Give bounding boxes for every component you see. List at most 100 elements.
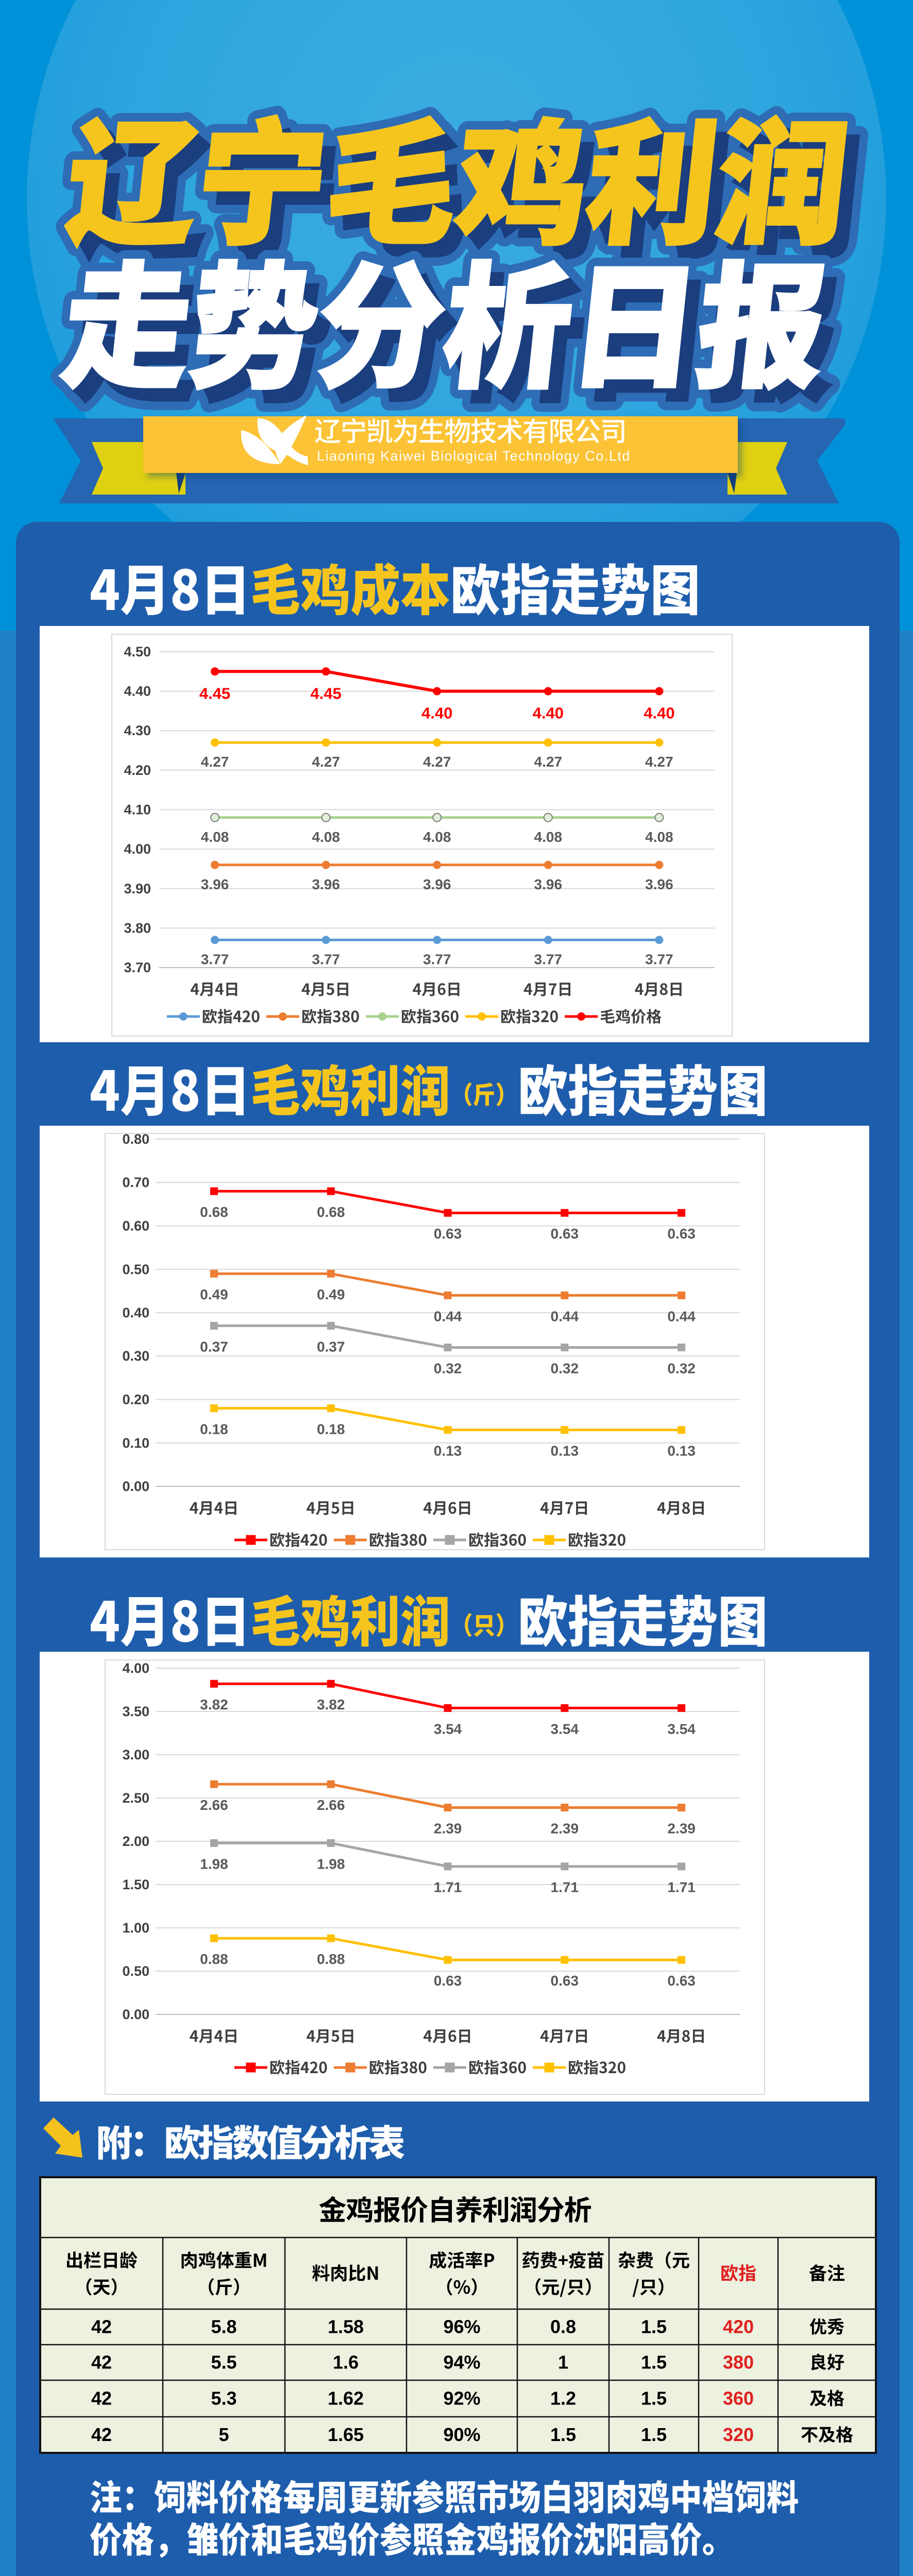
svg-text:1.98: 1.98 — [317, 1856, 345, 1872]
svg-text:0.00: 0.00 — [122, 1479, 149, 1494]
svg-text:0.18: 0.18 — [317, 1421, 345, 1437]
svg-text:4.20: 4.20 — [124, 762, 151, 778]
svg-text:0.88: 0.88 — [317, 1951, 345, 1967]
svg-text:3.77: 3.77 — [312, 951, 340, 967]
svg-text:2.39: 2.39 — [667, 1821, 696, 1837]
svg-text:0.44: 0.44 — [667, 1308, 696, 1324]
svg-text:1.5: 1.5 — [641, 2388, 667, 2409]
svg-text:0.40: 0.40 — [122, 1305, 149, 1320]
svg-text:0.63: 0.63 — [551, 1973, 579, 1989]
svg-text:0.49: 0.49 — [200, 1286, 228, 1302]
svg-text:4.08: 4.08 — [312, 829, 340, 845]
svg-text:3.90: 3.90 — [124, 881, 151, 896]
svg-text:0.63: 0.63 — [434, 1973, 462, 1989]
svg-text:3.50: 3.50 — [122, 1704, 149, 1719]
svg-text:4.08: 4.08 — [423, 829, 451, 845]
svg-text:0.88: 0.88 — [200, 1951, 228, 1967]
svg-text:0.80: 0.80 — [122, 1131, 149, 1147]
svg-text:2.39: 2.39 — [434, 1821, 462, 1837]
svg-text:0.18: 0.18 — [200, 1421, 228, 1437]
svg-text:1.71: 1.71 — [667, 1879, 696, 1895]
svg-text:4.27: 4.27 — [201, 754, 229, 770]
svg-text:3.77: 3.77 — [534, 951, 563, 967]
svg-text:4.27: 4.27 — [423, 754, 451, 770]
svg-text:0.63: 0.63 — [667, 1973, 696, 1989]
svg-text:42: 42 — [91, 2424, 112, 2445]
svg-text:4.08: 4.08 — [645, 829, 673, 845]
svg-text:1.71: 1.71 — [434, 1879, 462, 1895]
svg-text:0.20: 0.20 — [122, 1392, 149, 1408]
svg-text:1: 1 — [558, 2352, 568, 2373]
svg-text:0.63: 0.63 — [434, 1226, 462, 1242]
svg-text:1.5: 1.5 — [550, 2424, 576, 2445]
svg-text:4.40: 4.40 — [644, 704, 674, 722]
svg-text:0.44: 0.44 — [434, 1308, 462, 1324]
svg-text:0.63: 0.63 — [667, 1226, 696, 1242]
svg-text:1.5: 1.5 — [641, 2316, 667, 2337]
svg-text:5: 5 — [218, 2424, 229, 2445]
svg-text:0.68: 0.68 — [317, 1204, 345, 1220]
svg-text:2.66: 2.66 — [200, 1797, 228, 1813]
svg-text:420: 420 — [723, 2316, 754, 2337]
svg-text:3.96: 3.96 — [423, 876, 451, 892]
svg-text:0.13: 0.13 — [434, 1443, 462, 1459]
svg-text:0.32: 0.32 — [667, 1360, 696, 1376]
svg-text:4.30: 4.30 — [124, 723, 151, 738]
svg-text:3.96: 3.96 — [645, 876, 673, 892]
svg-text:0.37: 0.37 — [200, 1338, 228, 1354]
svg-text:3.00: 3.00 — [122, 1747, 149, 1762]
svg-text:2.00: 2.00 — [122, 1834, 149, 1849]
svg-text:1.65: 1.65 — [328, 2424, 364, 2445]
svg-text:3.96: 3.96 — [534, 876, 563, 892]
svg-text:0.13: 0.13 — [667, 1443, 696, 1459]
svg-text:0.50: 0.50 — [122, 1963, 149, 1979]
svg-text:3.96: 3.96 — [312, 876, 340, 892]
svg-text:4.40: 4.40 — [533, 704, 564, 722]
svg-text:4.10: 4.10 — [124, 802, 151, 818]
svg-text:3.54: 3.54 — [434, 1721, 462, 1737]
svg-text:0.49: 0.49 — [317, 1286, 345, 1302]
svg-text:3.54: 3.54 — [551, 1721, 579, 1737]
svg-text:0.37: 0.37 — [317, 1338, 345, 1354]
svg-text:42: 42 — [91, 2352, 112, 2373]
svg-text:0.32: 0.32 — [434, 1360, 462, 1376]
svg-text:5.5: 5.5 — [211, 2352, 236, 2373]
svg-text:4.40: 4.40 — [124, 684, 151, 699]
svg-text:5.8: 5.8 — [211, 2316, 236, 2337]
svg-text:0.00: 0.00 — [122, 2007, 149, 2022]
svg-text:92%: 92% — [443, 2388, 480, 2409]
svg-text:2.50: 2.50 — [122, 1790, 149, 1806]
svg-text:3.77: 3.77 — [201, 951, 229, 967]
svg-text:1.62: 1.62 — [328, 2388, 364, 2409]
svg-text:2.66: 2.66 — [317, 1797, 345, 1813]
svg-text:94%: 94% — [443, 2352, 480, 2373]
svg-text:380: 380 — [723, 2352, 754, 2373]
svg-text:4.27: 4.27 — [312, 754, 340, 770]
svg-text:4.27: 4.27 — [534, 754, 563, 770]
svg-text:360: 360 — [723, 2388, 754, 2409]
svg-text:3.70: 3.70 — [124, 960, 151, 975]
svg-text:0.8: 0.8 — [550, 2316, 576, 2337]
svg-text:3.82: 3.82 — [200, 1697, 228, 1713]
svg-text:1.71: 1.71 — [551, 1879, 579, 1895]
svg-text:4.45: 4.45 — [310, 684, 341, 702]
svg-text:3.54: 3.54 — [667, 1721, 696, 1737]
svg-text:4.00: 4.00 — [124, 841, 151, 857]
svg-text:2.39: 2.39 — [551, 1821, 579, 1837]
svg-text:1.98: 1.98 — [200, 1856, 228, 1872]
svg-text:1.6: 1.6 — [333, 2352, 359, 2373]
svg-text:1.5: 1.5 — [641, 2424, 667, 2445]
svg-text:4.45: 4.45 — [199, 684, 230, 702]
svg-text:1.58: 1.58 — [328, 2316, 364, 2337]
svg-text:3.80: 3.80 — [124, 920, 151, 936]
svg-text:1.2: 1.2 — [550, 2388, 576, 2409]
svg-text:4.08: 4.08 — [201, 829, 229, 845]
svg-text:0.50: 0.50 — [122, 1262, 149, 1277]
svg-text:4.40: 4.40 — [421, 704, 452, 722]
svg-text:4.50: 4.50 — [124, 644, 151, 659]
svg-text:4.00: 4.00 — [122, 1660, 149, 1676]
svg-text:0.13: 0.13 — [551, 1443, 579, 1459]
svg-text:0.30: 0.30 — [122, 1348, 149, 1364]
svg-text:0.10: 0.10 — [122, 1435, 149, 1451]
svg-text:Liaoning Kaiwei Biological Tec: Liaoning Kaiwei Biological Technology Co… — [317, 448, 631, 464]
